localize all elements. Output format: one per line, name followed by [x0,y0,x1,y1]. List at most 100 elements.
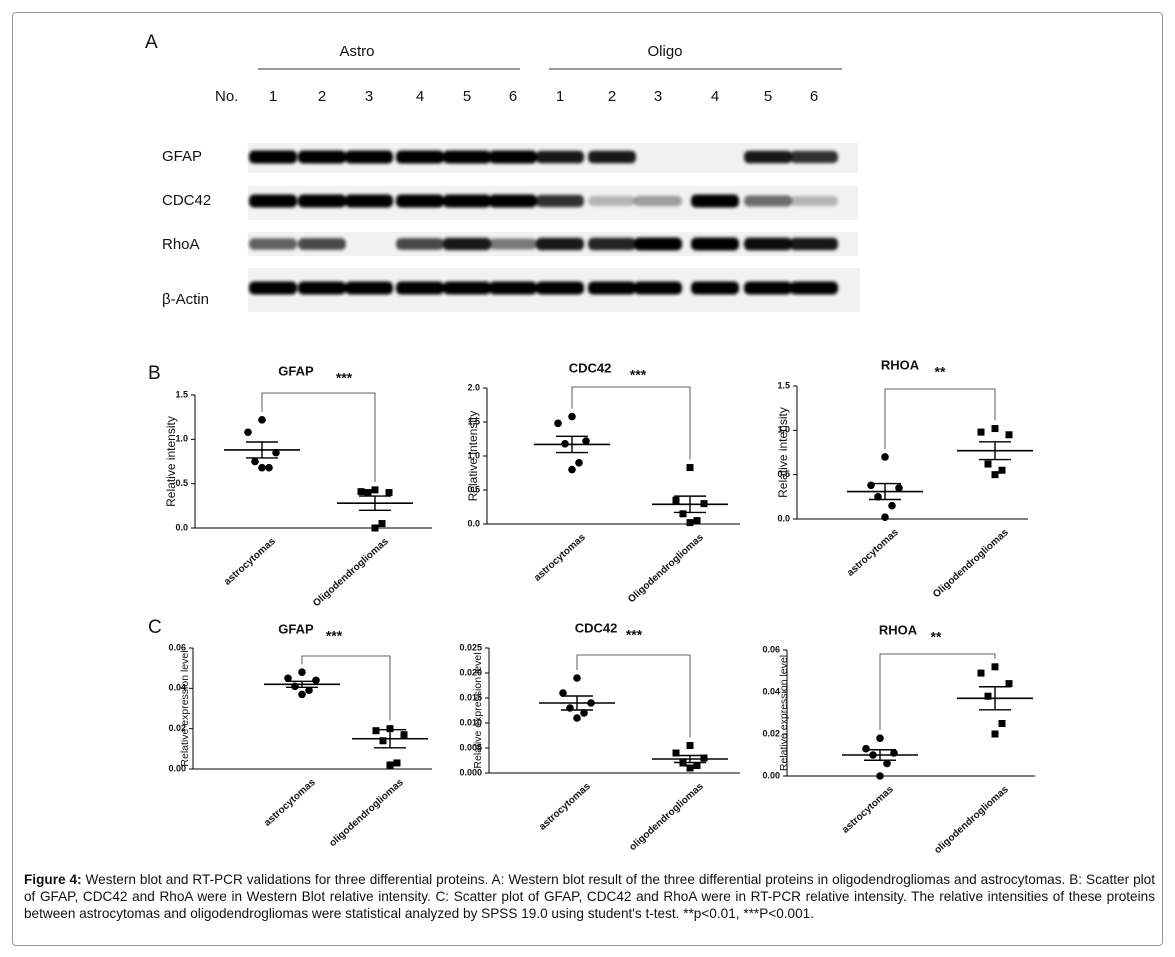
blot-band [588,196,636,206]
data-point [400,731,408,739]
y-tick-label: 0.04 [762,686,780,696]
data-point [991,663,999,671]
blot-row [249,194,838,208]
data-point [991,425,999,433]
data-point [977,669,985,677]
data-point [686,742,694,749]
lane-number: 4 [416,88,424,105]
lane-number: 6 [810,88,818,105]
data-point [881,453,889,461]
y-tick-label: 1.0 [175,434,188,444]
blot-band [536,194,584,208]
data-point [379,737,387,745]
figure-frame [12,12,1163,946]
data-point [895,484,903,492]
blot-band [443,150,491,164]
data-point [874,493,882,501]
significance-bracket [576,654,691,738]
chart-title: GFAP [278,621,314,636]
y-tick-label: 0.02 [168,723,186,733]
significance-bracket [261,392,376,482]
y-tick-label: 0.0 [777,513,790,523]
data-point [372,727,380,735]
y-tick-label: 0.02 [762,728,780,738]
y-tick-label: 2.0 [467,382,480,392]
x-tick-label: astrocytomas [840,784,896,836]
y-tick-label: 0.00 [168,763,186,773]
data-point [568,412,576,421]
blot-band [588,150,636,164]
y-tick-label: 0.025 [459,642,482,652]
data-point [559,689,567,697]
blot-band [634,195,682,207]
blot-band [691,237,739,251]
y-tick-label: 1.0 [467,450,480,460]
data-point [371,486,379,494]
blot-band [298,150,346,164]
blot-band [249,238,297,250]
y-axis-label: Relative intensity [164,416,178,507]
data-point [298,690,306,699]
blot-band [790,196,838,206]
lane-number: 3 [654,88,662,105]
caption-label: Figure 4: [24,872,82,887]
caption: Figure 4: Western blot and RT-PCR valida… [24,871,1155,922]
blot-band [588,237,636,251]
blot-band [249,150,297,164]
data-point [991,471,999,479]
blot-row [249,281,838,295]
blot-band [588,281,636,295]
lane-number: 6 [509,88,517,105]
chart-title: CDC42 [569,360,612,375]
significance-bracket [301,655,391,721]
data-point [258,416,266,424]
data-point [378,520,386,528]
data-point [357,488,365,496]
blot-band [691,194,739,208]
data-point [582,437,590,445]
y-tick-label: 0.5 [467,484,480,494]
blot-band [345,281,393,295]
y-axis-label: Relative expression level [778,655,790,771]
y-tick-label: 1.5 [467,416,480,426]
blot-band [790,281,838,295]
data-point [977,428,985,436]
significance: *** [626,627,643,643]
data-point [876,734,884,742]
y-tick-label: 0.020 [459,667,482,677]
y-tick-label: 0.015 [459,692,482,702]
data-point [862,744,870,753]
x-tick-label: astrocytomas [537,781,593,833]
data-point [251,457,259,466]
blot-band [249,194,297,208]
significance: ** [931,629,942,645]
data-point [867,481,875,490]
y-axis-label: Relative expression level [179,650,191,766]
data-point [883,759,891,768]
y-tick-label: 1.5 [777,380,790,390]
data-point [998,466,1006,474]
significance: *** [630,367,647,383]
lane-number: 4 [711,88,719,105]
caption-text: Western blot and RT-PCR validations for … [24,872,1155,921]
y-tick-label: 0.00 [762,770,780,780]
blot-band [489,150,537,164]
data-point [686,464,694,472]
blot-band [489,281,537,295]
blot-band [536,281,584,295]
blot-band [298,281,346,295]
data-point [991,730,999,738]
y-tick-label: 1.5 [175,389,188,399]
data-point [876,772,884,780]
data-point [568,465,576,474]
x-tick-label: oligodendrogliomas [627,781,706,853]
data-point [573,714,581,722]
blot-band [345,150,393,164]
lane-number: 1 [269,88,277,105]
y-tick-label: 0.0 [175,522,188,532]
blot-group: Astro [339,43,374,60]
chart-title: RHOA [881,357,920,372]
x-tick-label: astrocytomas [222,536,278,588]
data-point [1005,680,1013,688]
